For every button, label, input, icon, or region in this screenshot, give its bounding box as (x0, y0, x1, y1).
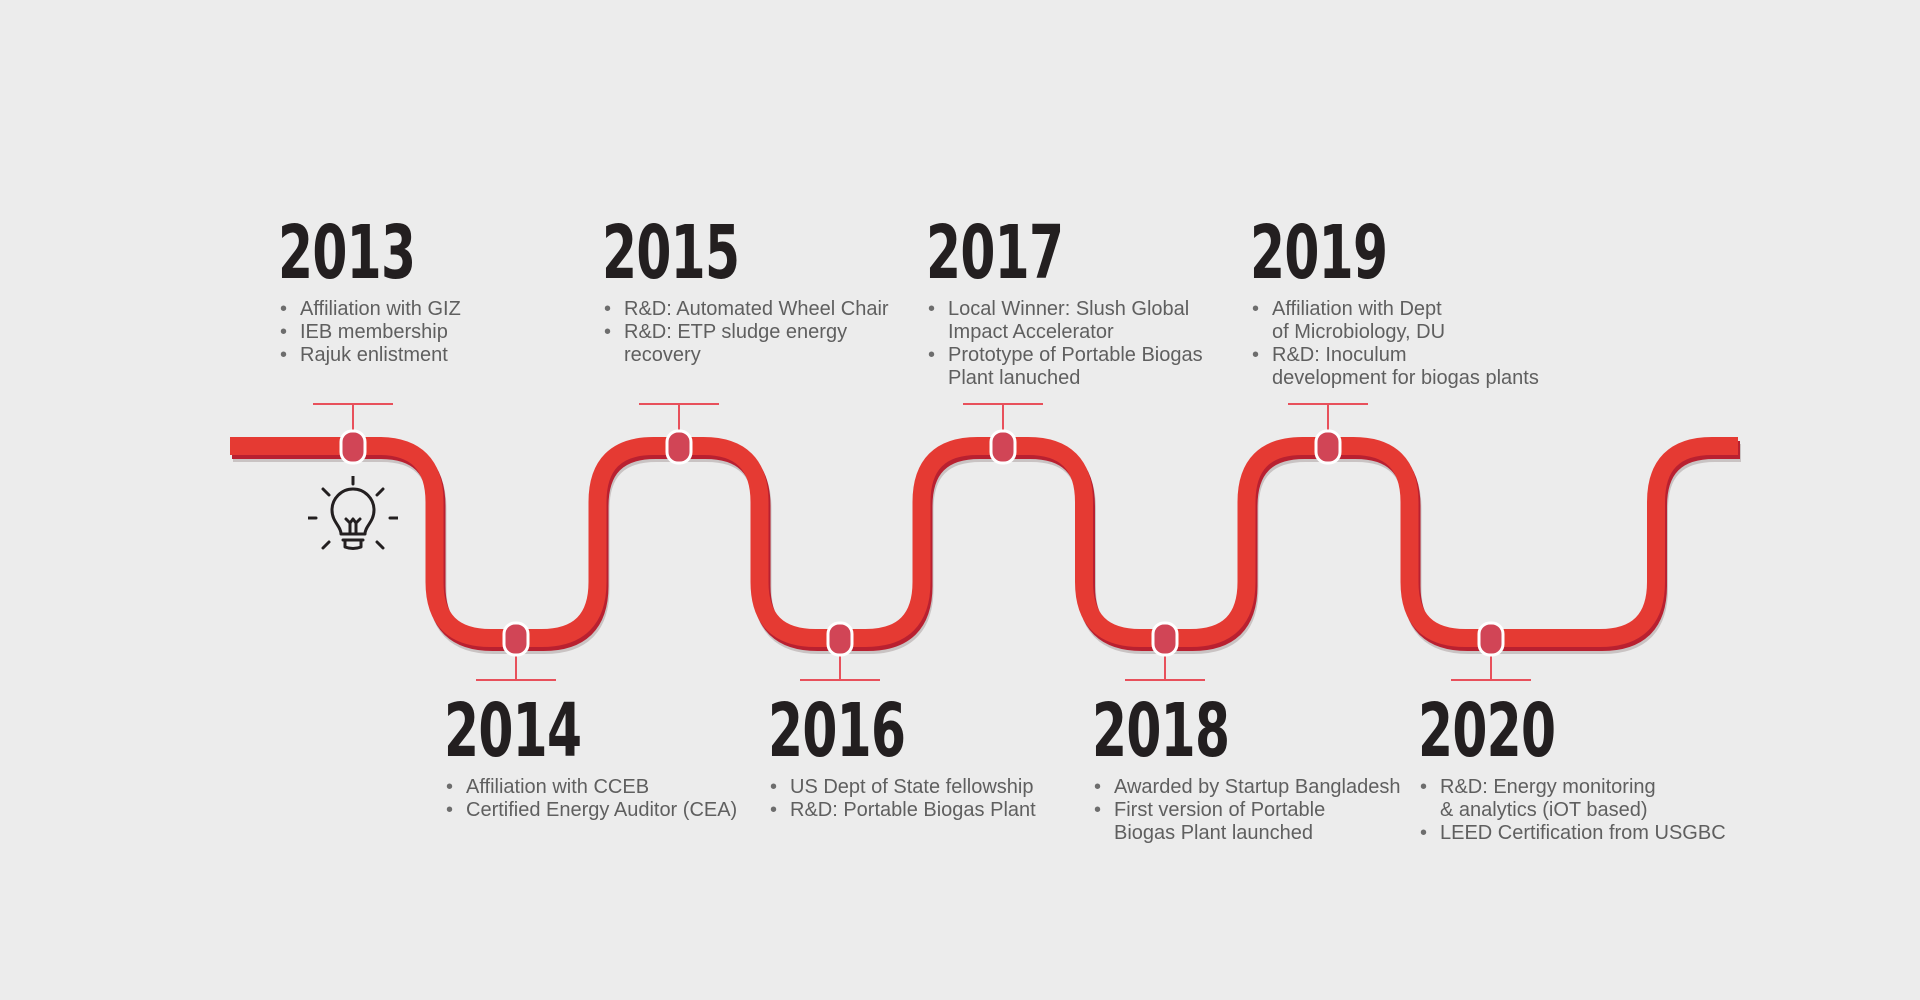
milestone-year: 2016 (768, 688, 906, 774)
milestone-items: Affiliation with CCEBCertified Energy Au… (444, 776, 774, 822)
milestone-item: R&D: ETP sludge energy recovery (602, 321, 932, 367)
lightbulb-icon (306, 474, 400, 571)
milestone-year: 2014 (444, 688, 582, 774)
joint-2020 (1477, 621, 1505, 657)
milestone-year: 2019 (1250, 210, 1388, 296)
milestone-joints (339, 429, 1505, 657)
milestone-2013: 2013Affiliation with GIZIEB membershipRa… (278, 216, 608, 367)
milestone-2015: 2015R&D: Automated Wheel ChairR&D: ETP s… (602, 216, 932, 367)
milestone-items: Affiliation with GIZIEB membershipRajuk … (278, 298, 608, 367)
pipe-main (230, 437, 1738, 647)
milestone-item: R&D: Portable Biogas Plant (768, 799, 1098, 822)
milestone-year: 2020 (1418, 688, 1556, 774)
milestone-item: Prototype of Portable Biogas Plant lanuc… (926, 344, 1256, 390)
milestone-items: Local Winner: Slush Global Impact Accele… (926, 298, 1256, 390)
milestone-year: 2013 (278, 210, 416, 296)
pipe-drop-shadow (233, 444, 1741, 654)
milestone-item: Affiliation with Dept of Microbiology, D… (1250, 298, 1580, 344)
milestone-year: 2015 (602, 210, 740, 296)
milestone-items: R&D: Automated Wheel ChairR&D: ETP sludg… (602, 298, 932, 367)
milestone-item: R&D: Automated Wheel Chair (602, 298, 932, 321)
timeline-pipe (230, 437, 1741, 654)
milestone-item: US Dept of State fellowship (768, 776, 1098, 799)
milestone-2017: 2017Local Winner: Slush Global Impact Ac… (926, 216, 1256, 390)
joint-2018 (1151, 621, 1179, 657)
milestone-items: R&D: Energy monitoring & analytics (iOT … (1418, 776, 1748, 845)
milestone-items: US Dept of State fellowshipR&D: Portable… (768, 776, 1098, 822)
milestone-item: R&D: Inoculum development for biogas pla… (1250, 344, 1580, 390)
milestone-item: Rajuk enlistment (278, 344, 608, 367)
joint-2017 (989, 429, 1017, 465)
joint-2013 (339, 429, 367, 465)
milestone-item: LEED Certification from USGBC (1418, 822, 1748, 845)
milestone-2014: 2014Affiliation with CCEBCertified Energ… (444, 694, 774, 822)
milestone-items: Affiliation with Dept of Microbiology, D… (1250, 298, 1580, 390)
joint-2016 (826, 621, 854, 657)
milestone-year: 2018 (1092, 688, 1230, 774)
milestone-year: 2017 (926, 210, 1064, 296)
milestone-2020: 2020R&D: Energy monitoring & analytics (… (1418, 694, 1748, 845)
milestone-item: First version of Portable Biogas Plant l… (1092, 799, 1422, 845)
milestone-item: Affiliation with GIZ (278, 298, 608, 321)
pipe-dark-edge (232, 441, 1740, 651)
milestone-item: R&D: Energy monitoring & analytics (iOT … (1418, 776, 1748, 822)
milestone-item: Certified Energy Auditor (CEA) (444, 799, 774, 822)
milestone-item: Local Winner: Slush Global Impact Accele… (926, 298, 1256, 344)
joint-2019 (1314, 429, 1342, 465)
milestone-item: Affiliation with CCEB (444, 776, 774, 799)
milestone-2018: 2018Awarded by Startup BangladeshFirst v… (1092, 694, 1422, 845)
milestone-2016: 2016US Dept of State fellowshipR&D: Port… (768, 694, 1098, 822)
milestone-2019: 2019Affiliation with Dept of Microbiolog… (1250, 216, 1580, 390)
joint-2014 (502, 621, 530, 657)
milestone-item: Awarded by Startup Bangladesh (1092, 776, 1422, 799)
milestone-items: Awarded by Startup BangladeshFirst versi… (1092, 776, 1422, 845)
joint-2015 (665, 429, 693, 465)
milestone-item: IEB membership (278, 321, 608, 344)
